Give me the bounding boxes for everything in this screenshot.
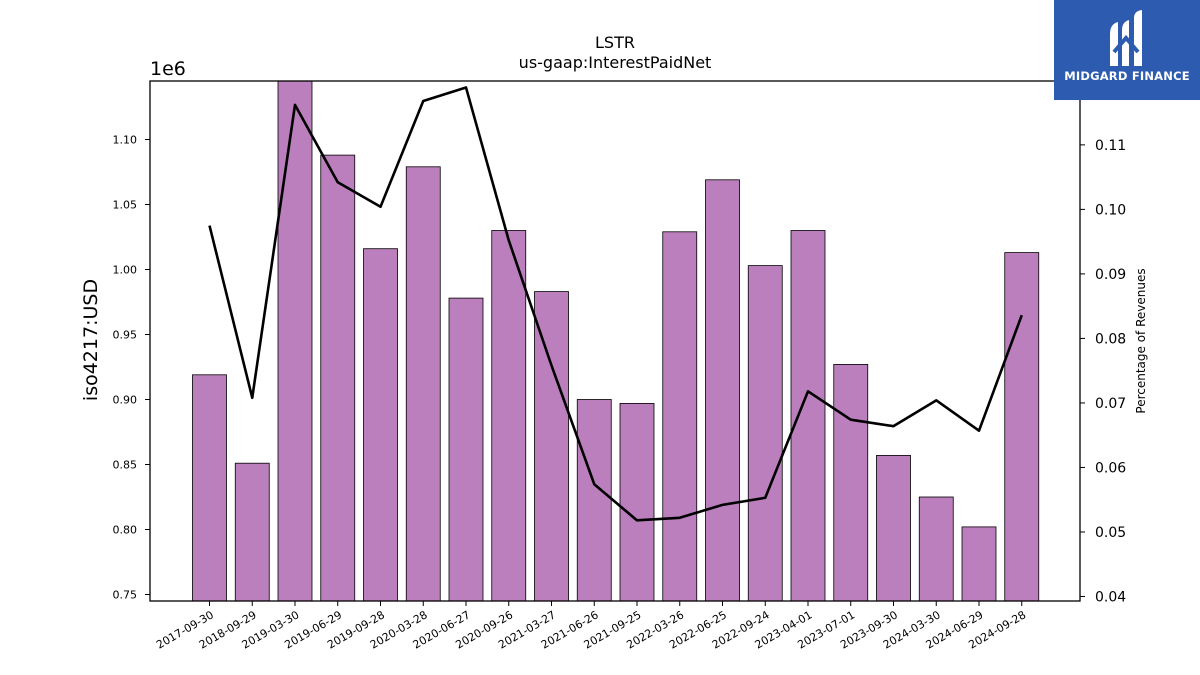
bar-2024-06-29 — [961, 526, 997, 602]
bar-2024-09-28 — [1004, 252, 1040, 602]
bar-2024-03-30 — [918, 496, 954, 602]
bar-2022-06-25 — [705, 179, 740, 602]
bar-2021-09-25 — [619, 402, 655, 602]
y-tick-label: 1.10 — [113, 134, 138, 147]
bar-2020-06-27 — [448, 297, 484, 602]
bar-2022-09-24 — [747, 265, 783, 602]
bar-2023-07-01 — [833, 363, 869, 602]
y2-tick-label: 0.05 — [1095, 525, 1126, 541]
bar-2022-03-26 — [662, 231, 698, 602]
bar-2017-09-30 — [192, 374, 227, 602]
y2-tick-label: 0.04 — [1095, 589, 1126, 605]
y-tick-label: 0.95 — [113, 329, 138, 342]
y2-tick-label: 0.09 — [1095, 267, 1126, 283]
y-tick-label: 1.05 — [113, 199, 138, 212]
y-offset-label: 1e6 — [150, 58, 186, 80]
y2-tick-label: 0.06 — [1095, 460, 1126, 476]
y-tick-label: 0.85 — [113, 459, 138, 472]
bar-2023-09-30 — [876, 454, 911, 602]
chart-subtitle: us-gaap:InterestPaidNet — [519, 53, 712, 72]
y-tick-label: 1.00 — [113, 264, 138, 277]
midgard-logo-mark-icon — [1110, 10, 1142, 66]
y-axis-label: iso4217:USD — [80, 279, 102, 401]
percentage-of-revenues-line — [208, 86, 1023, 522]
y-tick-label: 0.75 — [113, 589, 138, 602]
y-tick-label: 0.80 — [113, 524, 138, 537]
bar-2018-09-29 — [234, 462, 270, 602]
bar-2020-03-28 — [405, 166, 441, 602]
bar-2020-09-26 — [491, 230, 527, 602]
y2-tick-label: 0.11 — [1095, 138, 1126, 154]
bar-2019-03-30 — [277, 80, 313, 602]
bar-2019-09-28 — [363, 248, 398, 602]
chart-title: LSTR — [595, 33, 635, 52]
logo-text: MIDGARD FINANCE — [1064, 69, 1190, 83]
bar-2023-04-01 — [790, 230, 826, 602]
plot-frame — [149, 80, 1081, 602]
bar-2019-06-29 — [320, 154, 356, 602]
midgard-finance-logo: MIDGARD FINANCE — [1054, 0, 1200, 100]
bar-2021-06-26 — [576, 399, 612, 602]
bar-2021-03-27 — [534, 291, 569, 602]
y-tick-label: 0.90 — [113, 394, 138, 407]
y2-tick-label: 0.08 — [1095, 331, 1126, 347]
y2-axis-label: Percentage of Revenues — [1134, 268, 1148, 413]
y2-tick-label: 0.10 — [1095, 202, 1126, 218]
y2-tick-label: 0.07 — [1095, 396, 1126, 412]
